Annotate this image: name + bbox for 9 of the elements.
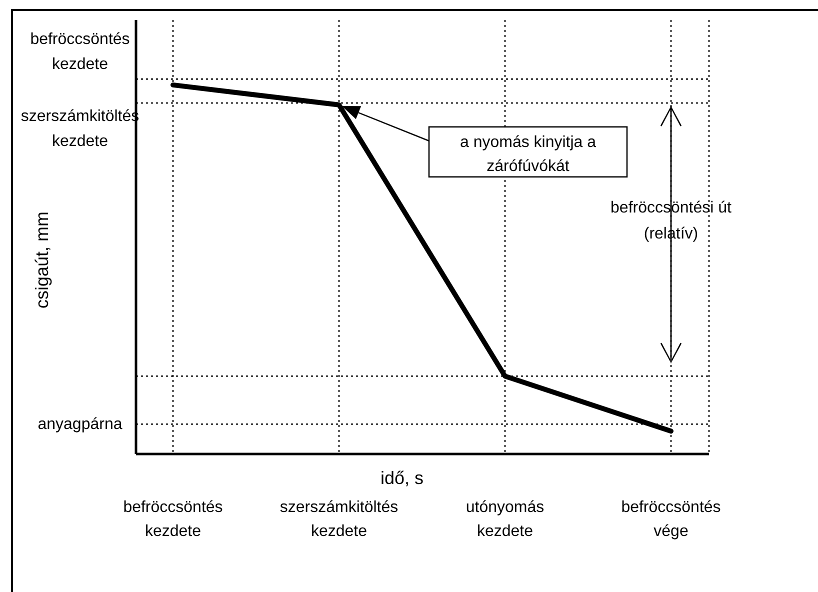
annotation: a nyomás kinyitja a zárófúvókát: [460, 134, 596, 175]
x-tick-label: befröccsöntés kezdete: [123, 499, 223, 540]
ref-line-label: befröccsöntés kezdete: [30, 31, 130, 74]
x-tick-label: befröccsöntés vége: [621, 499, 721, 540]
x-tick-label: szerszámkitöltés kezdete: [280, 499, 398, 540]
x-tick-label: utónyomás kezdete: [466, 499, 544, 540]
y-axis-title: csigaút, mm: [32, 211, 52, 309]
x-axis-title: idő, s: [380, 468, 424, 488]
ref-line-label: anyagpárna: [38, 416, 122, 434]
